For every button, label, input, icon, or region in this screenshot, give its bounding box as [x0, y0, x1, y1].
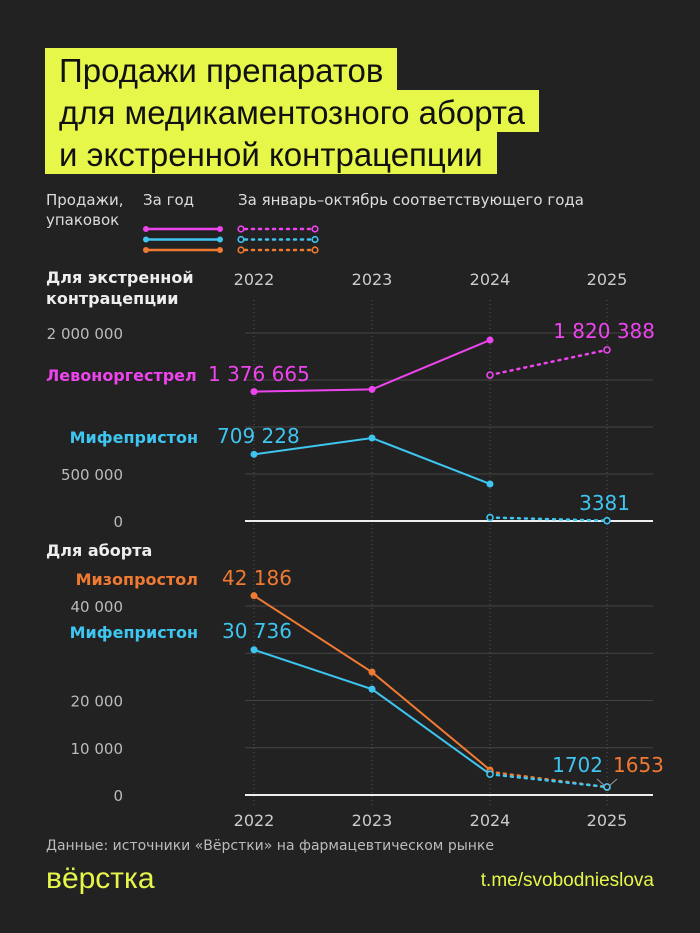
- data-label: 1 376 665: [208, 362, 310, 386]
- data-point: [368, 668, 376, 676]
- legend-marker: [143, 247, 149, 253]
- y-tick-label: 20 000: [71, 693, 124, 711]
- legend-marker: [217, 226, 223, 232]
- source-note: Данные: источники «Вёрстки» на фармацевт…: [46, 838, 494, 854]
- legend-marker: [237, 246, 245, 254]
- x-tick-label: 2024: [470, 270, 511, 289]
- data-label: 3381: [579, 491, 630, 515]
- y-tick-label: 10 000: [71, 740, 124, 758]
- series-name-label: Мизопростол: [76, 570, 198, 589]
- telegram-link[interactable]: t.me/svobodnieslova: [480, 870, 654, 891]
- data-point: [368, 685, 376, 693]
- data-point: [368, 385, 376, 393]
- legend-marker: [311, 225, 319, 233]
- legend-marker: [237, 225, 245, 233]
- x-tick-label: 2022: [234, 811, 275, 830]
- legend-marker: [237, 235, 245, 244]
- y-tick-label: 500 000: [61, 466, 123, 484]
- title-line: Продажи препаратов: [45, 48, 398, 90]
- series-name-label: Мифепристон: [70, 623, 198, 642]
- y-tick-label: 2 000 000: [47, 325, 123, 343]
- legend-marker: [311, 235, 319, 244]
- x-tick-label: 2025: [587, 270, 628, 289]
- title-line: и экстренной контрацепции: [45, 132, 497, 174]
- section-title-abortion: Для аборта: [46, 541, 153, 560]
- series-line-partial-mifepristone: [488, 772, 609, 789]
- x-tick-label: 2022: [234, 270, 275, 289]
- legend-marker: [217, 236, 223, 243]
- data-label: 1653: [613, 753, 664, 777]
- data-point-partial: [486, 513, 494, 522]
- data-point-partial: [603, 783, 611, 791]
- data-label: 709 228: [217, 424, 300, 448]
- data-point: [250, 646, 258, 654]
- legend-marker: [143, 226, 149, 232]
- legend-partial: За январь–октябрь соответствующего года: [238, 191, 584, 209]
- y-tick-label: 0: [113, 787, 123, 805]
- leader-line: [596, 778, 606, 787]
- x-tick-label: 2023: [352, 811, 393, 830]
- section-title-contraception: Для экстренной контрацепции: [46, 268, 194, 308]
- legend-marker: [311, 246, 319, 254]
- y-tick-label: 0: [113, 513, 123, 531]
- data-label: 1702: [552, 753, 603, 777]
- x-tick-label: 2023: [352, 270, 393, 289]
- title-line: для медикаментозного аборта: [45, 90, 539, 132]
- data-point-partial: [486, 770, 494, 779]
- data-point-partial: [603, 516, 611, 525]
- data-point: [368, 434, 376, 442]
- series-line-partial-mifepristone: [488, 516, 609, 522]
- data-point: [486, 480, 494, 488]
- y-tick-label: 40 000: [71, 598, 124, 616]
- legend-marker: [217, 247, 223, 253]
- data-point: [250, 388, 258, 396]
- data-label: 42 186: [222, 566, 292, 590]
- x-tick-label: 2024: [470, 811, 511, 830]
- units-label: Продажи, упаковок: [46, 191, 124, 229]
- chart-title: Продажи препаратов для медикаментозного …: [45, 48, 539, 174]
- data-label: 1 820 388: [553, 319, 655, 343]
- data-point-partial: [603, 346, 611, 354]
- data-label: 30 736: [222, 619, 292, 643]
- data-point: [486, 336, 494, 344]
- x-tick-label: 2025: [587, 811, 628, 830]
- legend-marker: [143, 236, 149, 243]
- legend-full-year: За год: [143, 191, 195, 209]
- leader-line: [608, 778, 618, 787]
- series-name-label: Мифепристон: [70, 428, 198, 447]
- data-point-partial: [486, 371, 494, 379]
- logo: вёрстка: [46, 862, 155, 895]
- series-line-partial-levonorgestrel: [488, 348, 609, 377]
- series-name-label: Левоноргестрел: [46, 366, 197, 385]
- data-point: [250, 450, 258, 458]
- data-point: [250, 592, 258, 600]
